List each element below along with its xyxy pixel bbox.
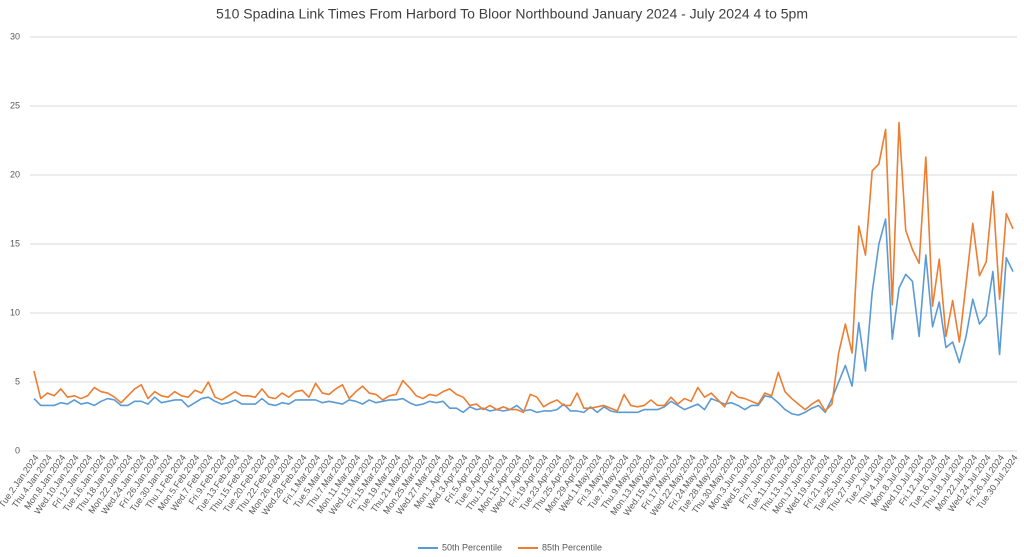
y-tick-label: 5 [15,376,20,386]
y-tick-label: 15 [10,238,20,248]
series-line [33,121,1014,414]
legend-label: 85th Percentile [542,542,602,552]
legend-label: 50th Percentile [442,542,502,552]
y-tick-label: 30 [10,31,20,41]
y-tick-label: 10 [10,307,20,317]
chart-title: 510 Spadina Link Times From Harbord To B… [216,6,808,22]
y-tick-label: 0 [15,445,20,455]
y-tick-label: 25 [10,100,20,110]
y-tick-label: 20 [10,169,20,179]
